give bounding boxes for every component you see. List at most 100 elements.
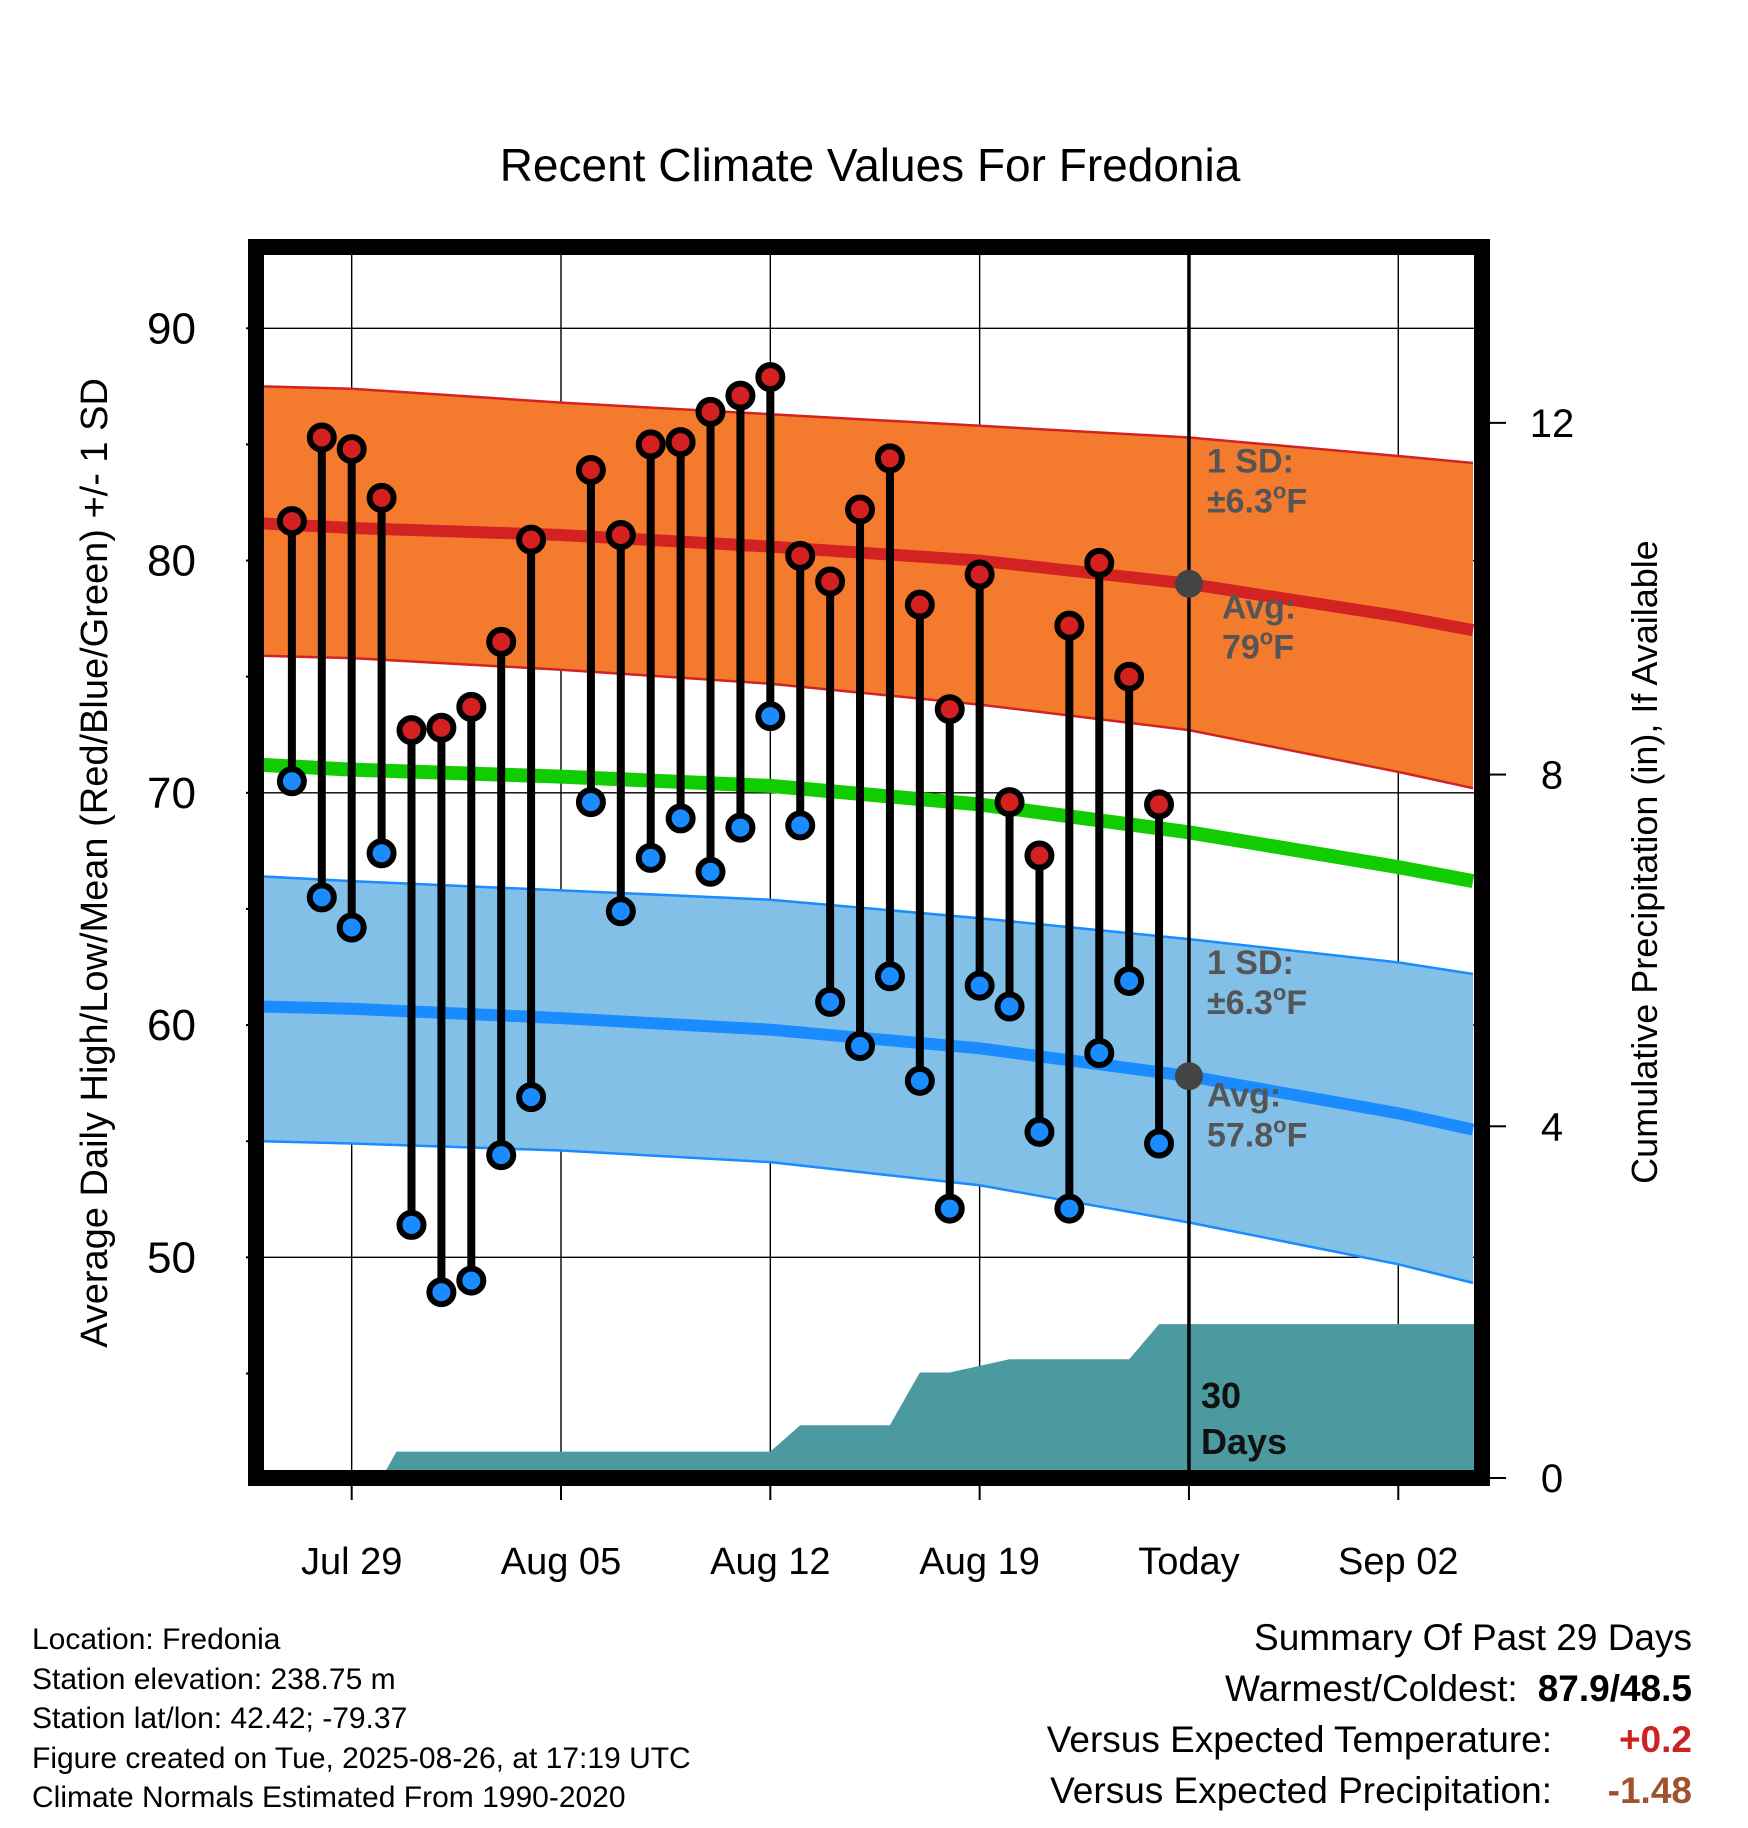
daily-low-point bbox=[456, 1265, 487, 1296]
daily-high-point bbox=[1144, 789, 1175, 820]
daily-low-point bbox=[845, 1030, 876, 1061]
x-tick-label: Aug 19 bbox=[919, 1541, 1039, 1583]
high-sd-lower-line bbox=[261, 654, 1474, 790]
daily-range bbox=[1084, 547, 1115, 1068]
elevation-text: Station elevation: 238.75 m bbox=[32, 1662, 396, 1696]
latlon-text: Station lat/lon: 42.42; -79.37 bbox=[32, 1702, 408, 1735]
daily-high-point bbox=[1024, 840, 1055, 871]
daily-range bbox=[486, 626, 517, 1171]
temp-anomaly-label: Versus Expected Temperature: bbox=[1046, 1719, 1552, 1760]
daily-high-point bbox=[276, 506, 307, 537]
y-tick-label-left: 60 bbox=[147, 1001, 196, 1050]
high-avg-annotation: Avg:79oF bbox=[1222, 589, 1296, 667]
daily-high-point bbox=[1054, 610, 1085, 641]
daily-low-point bbox=[336, 912, 367, 943]
daily-range bbox=[665, 427, 696, 834]
precip-label-days-word: Days bbox=[1201, 1421, 1287, 1462]
daily-range bbox=[306, 422, 337, 913]
warm-cold-label: Warmest/Coldest: bbox=[1225, 1668, 1518, 1709]
precip-anomaly-label: Versus Expected Precipitation: bbox=[1050, 1770, 1552, 1811]
daily-range bbox=[516, 524, 547, 1113]
low-sd-upper-line bbox=[261, 875, 1474, 976]
daily-low-point bbox=[904, 1065, 935, 1096]
daily-range bbox=[426, 712, 457, 1308]
daily-low-point bbox=[725, 812, 756, 843]
daily-high-point bbox=[1114, 661, 1145, 692]
created-text: Figure created on Tue, 2025-08-26, at 17… bbox=[32, 1741, 691, 1775]
daily-low-point bbox=[1114, 965, 1145, 996]
y-tick-label-right: 4 bbox=[1541, 1105, 1563, 1149]
high-sd-band bbox=[262, 386, 1473, 789]
precip-label-days-count: 30 bbox=[1201, 1375, 1241, 1416]
daily-range bbox=[366, 482, 397, 869]
daily-low-point bbox=[575, 787, 606, 818]
daily-range bbox=[755, 362, 786, 732]
daily-range bbox=[845, 494, 876, 1061]
daily-high-point bbox=[635, 429, 666, 460]
daily-low-point bbox=[486, 1140, 517, 1171]
daily-high-point bbox=[575, 454, 606, 485]
low-sd-annotation: 1 SD:±6.3oF bbox=[1207, 944, 1307, 1022]
daily-low-point bbox=[366, 838, 397, 869]
summary-warm-cold-row: Warmest/Coldest: 87.9/48.5 bbox=[1047, 1663, 1692, 1714]
daily-low-point bbox=[1144, 1128, 1175, 1159]
precip-anomaly-value: -1.48 bbox=[1607, 1770, 1692, 1811]
y-axis-label-left: Average Daily High/Low/Mean (Red/Blue/Gr… bbox=[74, 378, 116, 1348]
x-tick-label: Aug 05 bbox=[501, 1541, 621, 1583]
daily-high-point bbox=[456, 691, 487, 722]
y-tick-label-left: 80 bbox=[147, 537, 196, 586]
daily-range bbox=[1114, 661, 1145, 996]
summary-panel: Summary Of Past 29 Days Warmest/Coldest:… bbox=[1047, 1612, 1692, 1816]
daily-low-point bbox=[396, 1209, 427, 1240]
daily-range bbox=[575, 454, 606, 818]
y-tick-label-right: 0 bbox=[1541, 1457, 1563, 1501]
daily-low-point bbox=[785, 810, 816, 841]
high-sd-annotation-label: 1 SD: bbox=[1207, 442, 1294, 480]
daily-high-point bbox=[306, 422, 337, 453]
daily-high-point bbox=[605, 520, 636, 551]
station-info: Location: Fredonia Station elevation: 23… bbox=[32, 1620, 691, 1818]
warm-cold-value: 87.9/48.5 bbox=[1537, 1668, 1692, 1709]
y-tick-label-right: 12 bbox=[1530, 402, 1575, 446]
avg-mean-line bbox=[261, 757, 1475, 888]
chart-title: Recent Climate Values For Fredonia bbox=[500, 139, 1241, 191]
daily-low-point bbox=[635, 842, 666, 873]
daily-low-point bbox=[426, 1277, 457, 1308]
daily-range bbox=[785, 540, 816, 841]
daily-range bbox=[635, 429, 666, 873]
daily-high-point bbox=[725, 380, 756, 411]
daily-high-point bbox=[486, 626, 517, 657]
daily-range bbox=[396, 715, 427, 1240]
daily-high-point bbox=[755, 362, 786, 393]
daily-high-point bbox=[845, 494, 876, 525]
daily-low-point bbox=[276, 766, 307, 797]
avg-high-line bbox=[261, 517, 1475, 637]
y-tick-label-left: 70 bbox=[147, 769, 196, 818]
low-sd-band bbox=[262, 876, 1473, 1283]
daily-high-point bbox=[874, 443, 905, 474]
plot-frame bbox=[248, 239, 1490, 1486]
temp-anomaly-value: +0.2 bbox=[1618, 1719, 1692, 1760]
daily-low-point bbox=[306, 882, 337, 913]
daily-range bbox=[1054, 610, 1085, 1224]
y-tick-label-right: 8 bbox=[1541, 754, 1563, 798]
precipitation-area bbox=[262, 1324, 1482, 1478]
high-avg-annotation-label: Avg: bbox=[1222, 589, 1296, 627]
low-avg-annotation-label: Avg: bbox=[1207, 1076, 1281, 1114]
daily-range bbox=[695, 396, 726, 887]
daily-high-point bbox=[396, 715, 427, 746]
daily-high-point bbox=[426, 712, 457, 743]
daily-high-point bbox=[815, 566, 846, 597]
daily-range bbox=[276, 506, 307, 797]
daily-high-point bbox=[994, 787, 1025, 818]
daily-low-point bbox=[874, 961, 905, 992]
daily-range bbox=[1144, 789, 1175, 1159]
daily-low-point bbox=[695, 856, 726, 887]
daily-low-point bbox=[755, 701, 786, 732]
x-tick-label: Sep 02 bbox=[1338, 1541, 1458, 1583]
daily-range bbox=[964, 559, 995, 1001]
low-sd-annotation-label: 1 SD: bbox=[1207, 944, 1294, 982]
daily-low-point bbox=[815, 986, 846, 1017]
daily-low-point bbox=[994, 991, 1025, 1022]
